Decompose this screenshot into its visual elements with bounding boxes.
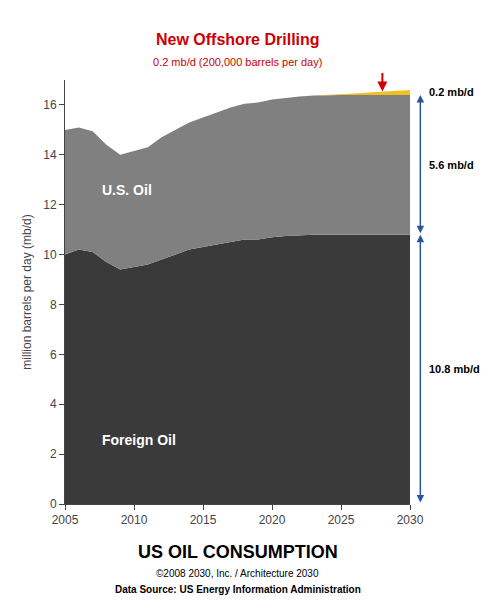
svg-text:10.8 mb/d: 10.8 mb/d xyxy=(429,363,480,375)
svg-text:US OIL CONSUMPTION: US OIL CONSUMPTION xyxy=(138,542,338,562)
svg-text:14: 14 xyxy=(43,148,57,162)
svg-text:4: 4 xyxy=(50,397,57,411)
svg-text:2015: 2015 xyxy=(190,513,217,527)
svg-text:6: 6 xyxy=(50,348,57,362)
svg-text:million barrels per day (mb/d): million barrels per day (mb/d) xyxy=(20,214,34,369)
svg-text:2005: 2005 xyxy=(52,513,79,527)
svg-text:New Offshore Drilling: New Offshore Drilling xyxy=(156,31,320,48)
svg-text:16: 16 xyxy=(43,98,57,112)
svg-text:12: 12 xyxy=(43,198,57,212)
svg-text:0: 0 xyxy=(50,497,57,511)
svg-text:10: 10 xyxy=(43,248,57,262)
svg-text:5.6 mb/d: 5.6 mb/d xyxy=(429,159,474,171)
svg-text:©2008 2030, Inc. / Architectur: ©2008 2030, Inc. / Architecture 2030 xyxy=(156,568,319,579)
svg-text:2020: 2020 xyxy=(259,513,286,527)
svg-text:8: 8 xyxy=(50,298,57,312)
svg-text:2010: 2010 xyxy=(121,513,148,527)
svg-text:2030: 2030 xyxy=(397,513,424,527)
svg-text:2: 2 xyxy=(50,447,57,461)
svg-text:U.S. Oil: U.S. Oil xyxy=(102,182,152,198)
svg-text:Data Source: US Energy Informa: Data Source: US Energy Information Admin… xyxy=(115,584,361,595)
svg-text:0.2 mb/d: 0.2 mb/d xyxy=(429,86,474,98)
svg-text:0.2 mb/d (200,000 barrels per: 0.2 mb/d (200,000 barrels per day) xyxy=(153,56,322,68)
svg-text:2025: 2025 xyxy=(328,513,355,527)
svg-text:Foreign Oil: Foreign Oil xyxy=(102,432,176,448)
